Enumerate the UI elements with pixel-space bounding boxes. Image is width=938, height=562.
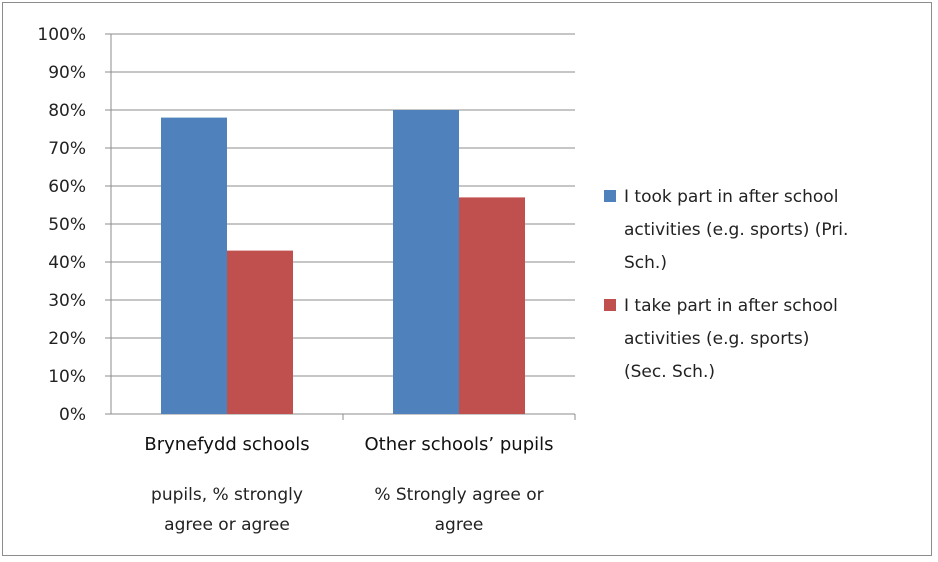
y-tick-label: 70% — [48, 139, 86, 159]
bar-series-1-cat-2 — [393, 110, 459, 414]
y-tick-label: 80% — [48, 101, 86, 121]
legend-swatch-series-1 — [604, 190, 616, 202]
category-label: Other schools’ pupils — [365, 434, 554, 455]
bar-series-2-cat-2 — [459, 197, 525, 414]
bar-series-1-cat-1 — [161, 117, 227, 414]
legend-label-series-2: (Sec. Sch.) — [624, 362, 715, 382]
bar-series-2-cat-1 — [227, 250, 293, 414]
y-tick-label: 90% — [48, 63, 86, 83]
y-tick-label: 100% — [37, 25, 86, 45]
legend-swatch-series-2 — [604, 299, 616, 311]
category-label: Brynefydd schools — [144, 434, 309, 455]
y-tick-label: 30% — [48, 291, 86, 311]
category-sublabel: agree — [435, 515, 484, 535]
y-tick-label: 50% — [48, 215, 86, 235]
legend-label-series-2: I take part in after school — [624, 296, 838, 316]
legend-label-series-1: I took part in after school — [624, 187, 838, 207]
y-tick-label: 60% — [48, 177, 86, 197]
y-tick-label: 20% — [48, 329, 86, 349]
category-sublabel: pupils, % strongly — [151, 485, 303, 505]
category-sublabel: agree or agree — [164, 515, 290, 535]
y-tick-label: 10% — [48, 367, 86, 387]
category-sublabel: % Strongly agree or — [374, 485, 543, 505]
y-tick-label: 40% — [48, 253, 86, 273]
legend-label-series-2: activities (e.g. sports) — [624, 329, 809, 349]
y-tick-label: 0% — [59, 405, 86, 425]
legend-label-series-1: Sch.) — [624, 253, 667, 273]
legend-label-series-1: activities (e.g. sports) (Pri. — [624, 220, 848, 240]
